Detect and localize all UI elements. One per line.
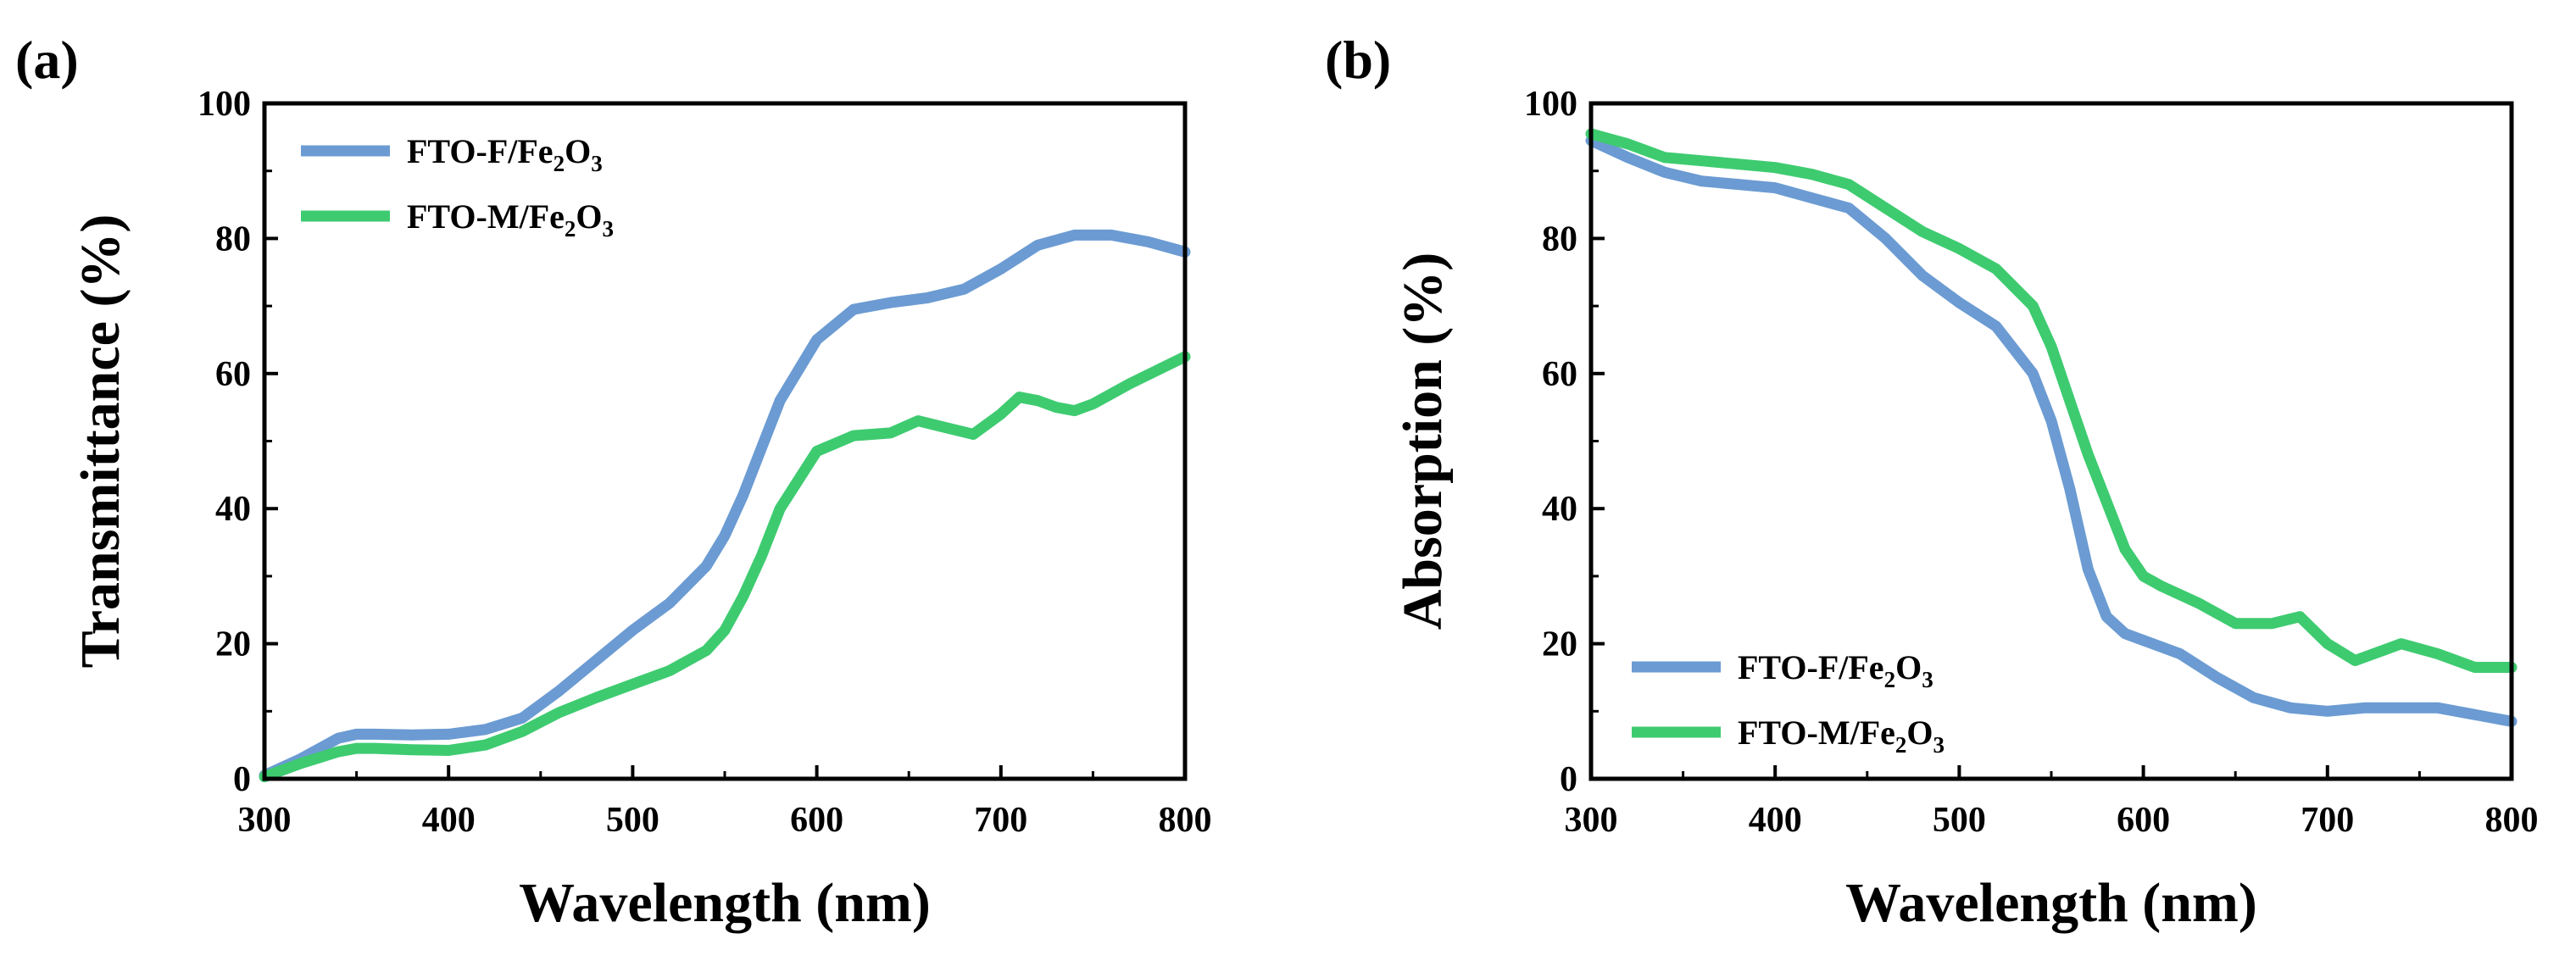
series-group-b [1585,128,2518,727]
x-tick-label-b-700: 700 [2301,801,2354,840]
x-tick-label-b-600: 600 [2117,801,2170,840]
series-group-a [259,229,1191,783]
y-tick-label-a-60: 60 [215,355,251,394]
legend-subscript: 2 [1884,667,1896,692]
x-tick-label-a-800: 800 [1159,801,1212,840]
legend-subscript: 3 [603,216,615,242]
x-tick-label-b-500: 500 [1933,801,1986,840]
legend-label-a-1: FTO-F/Fe2O3 [407,132,603,176]
legend-text-part: O [565,132,591,170]
y-tick-label-a-0: 0 [233,760,251,799]
series-line-a-2 [259,351,1191,783]
legend-label-a-2: FTO-M/Fe2O3 [407,197,614,242]
x-axis-title-b: Wavelength (nm) [1845,872,2257,934]
y-tick-label-b-60: 60 [1542,355,1577,394]
x-tick-label-a-400: 400 [422,801,476,840]
legend-subscript: 2 [565,216,576,242]
y-tick-label-b-20: 20 [1542,625,1577,664]
y-tick-label-b-80: 80 [1542,219,1577,258]
y-tick-label-b-40: 40 [1542,490,1577,529]
y-tick-label-b-0: 0 [1560,760,1577,799]
legend-text-part: O [1906,714,1933,752]
legend-text-part: O [576,197,602,236]
legend-text-part: O [1895,648,1922,686]
y-tick-label-a-20: 20 [215,625,251,664]
panel-label-a: (a) [15,30,79,90]
y-tick-label-a-40: 40 [215,490,251,529]
y-axis-title-b: Absorption (%) [1392,253,1454,630]
legend-subscript: 2 [1895,732,1907,758]
legend-text-part: FTO-M/Fe [1738,714,1895,752]
y-tick-label-b-100: 100 [1524,85,1577,124]
legend-subscript: 3 [1933,732,1945,758]
x-tick-label-b-300: 300 [1565,801,1618,840]
y-tick-label-a-80: 80 [215,219,251,258]
x-axis-title-a: Wavelength (nm) [519,872,931,934]
y-tick-label-a-100: 100 [198,85,251,124]
legend-subscript: 3 [1922,667,1933,692]
legend-label-b-1: FTO-F/Fe2O3 [1738,648,1933,692]
legend-subscript: 2 [554,151,565,176]
panel-a: (a) 300 400 500 600 700 800 0 20 40 60 80 100 Wavelen… [15,30,1212,934]
legend-text-part: FTO-F/Fe [407,132,554,170]
x-tick-label-a-700: 700 [974,801,1027,840]
plot-frame-a [262,101,1188,781]
x-tick-label-a-300: 300 [238,801,292,840]
legend-text-part: FTO-M/Fe [407,197,565,236]
y-axis-title-a: Transmittance (%) [70,214,131,669]
x-tick-label-b-800: 800 [2485,801,2539,840]
x-tick-label-b-400: 400 [1749,801,1802,840]
x-tick-label-a-600: 600 [790,801,843,840]
legend-label-b-2: FTO-M/Fe2O3 [1738,714,1945,758]
legend-subscript: 3 [591,151,603,176]
series-line-b-2 [1585,128,2518,673]
series-line-b-1 [1585,135,2518,727]
panel-label-b: (b) [1325,30,1391,90]
panel-b: (b) 300 400 500 600 700 800 0 20 40 60 80 100 Wavelen… [1325,30,2539,934]
x-tick-label-a-500: 500 [606,801,659,840]
series-line-a-1 [259,229,1191,781]
legend-text-part: FTO-F/Fe [1738,648,1884,686]
